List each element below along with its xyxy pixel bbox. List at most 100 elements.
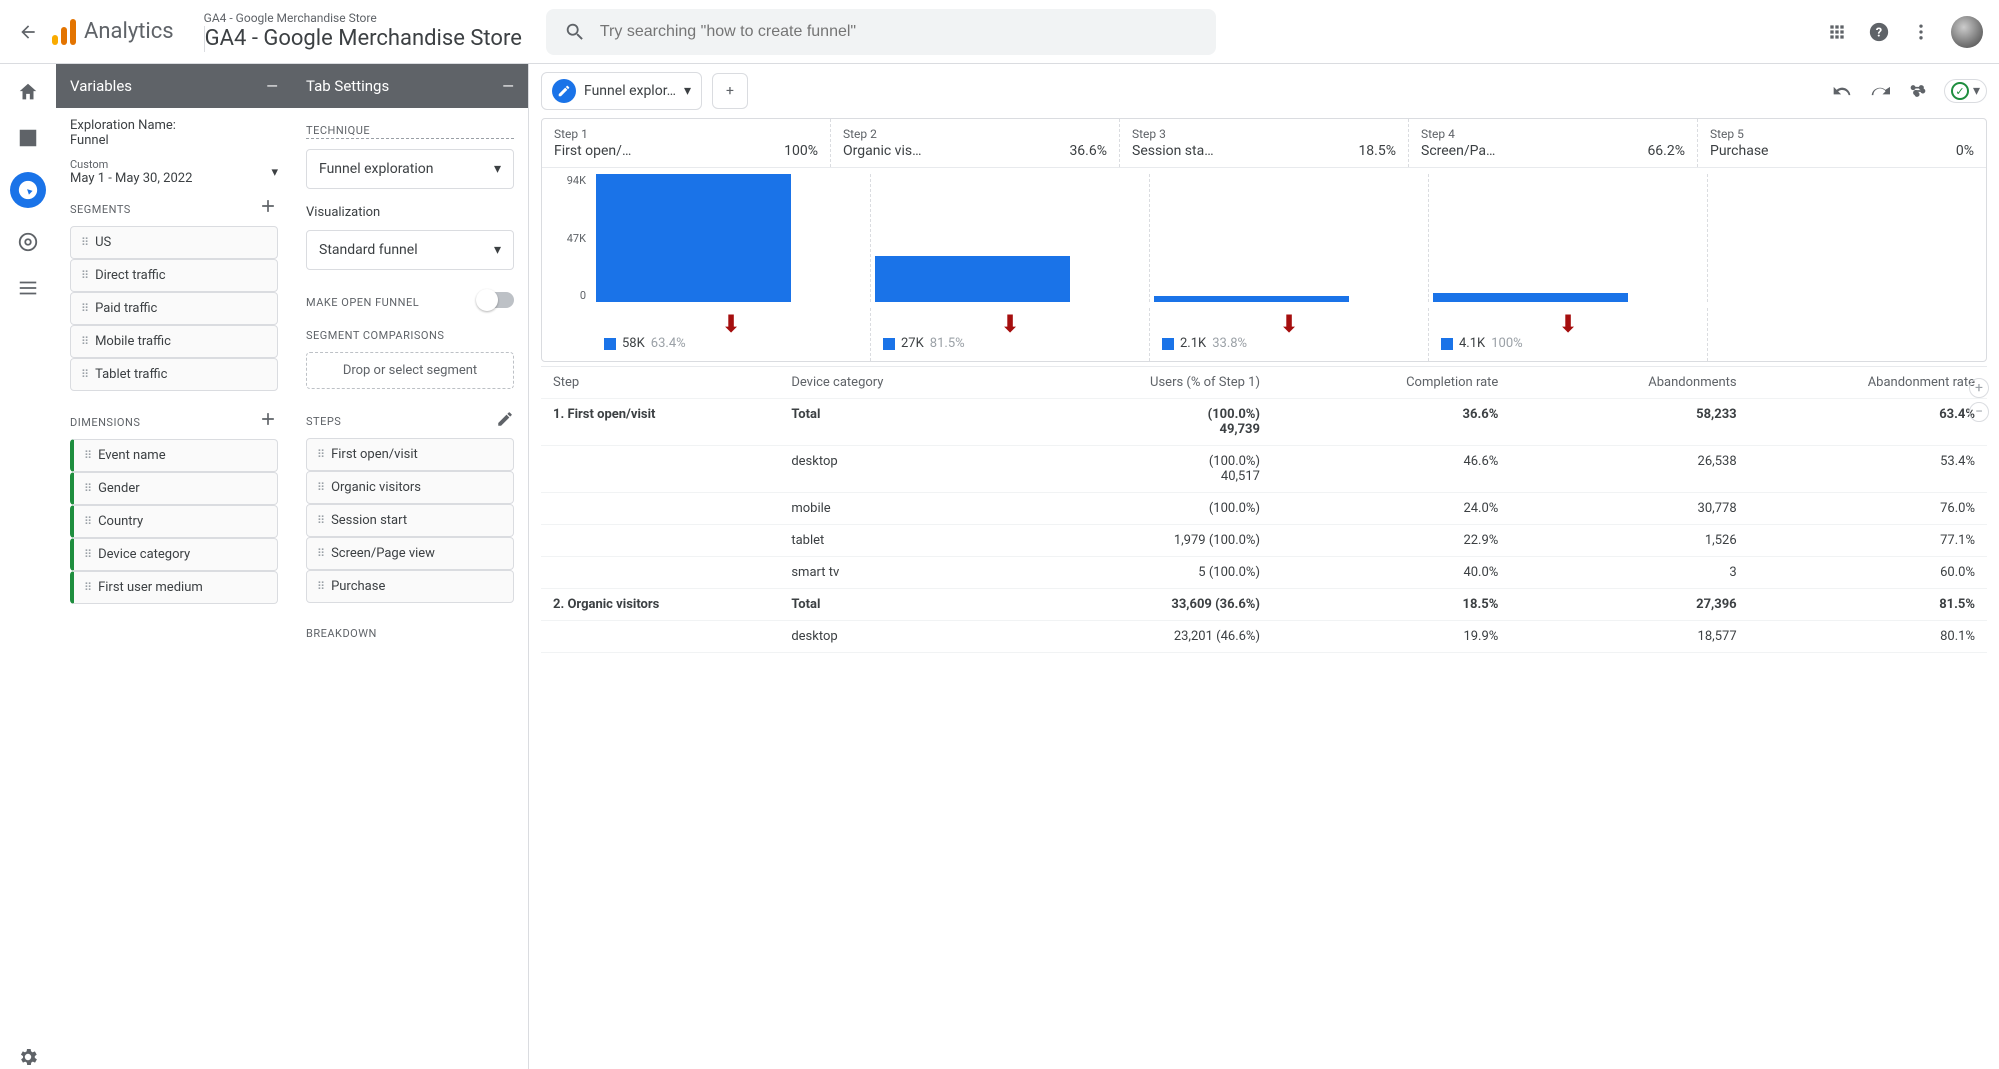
grip-icon: ⠿ — [317, 514, 323, 527]
dimension-chip[interactable]: ⠿Gender — [70, 472, 278, 505]
step-chip[interactable]: ⠿Organic visitors — [306, 471, 514, 504]
step-number: Step 2 — [843, 127, 1107, 141]
more-vert-icon[interactable] — [1909, 20, 1933, 44]
date-range-picker[interactable]: Custom May 1 - May 30, 2022 ▾ — [70, 158, 278, 186]
share-icon[interactable] — [1906, 79, 1930, 103]
grip-icon: ⠿ — [84, 548, 90, 561]
segment-dropzone[interactable]: Drop or select segment — [306, 352, 514, 389]
tab-settings-title: Tab Settings — [306, 77, 389, 95]
status-pill[interactable]: ✓ ▾ — [1944, 79, 1987, 103]
funnel-drop-cell: ⬇ 27K81.5% — [870, 308, 1149, 361]
funnel-drop-cell — [1707, 308, 1986, 361]
step-chip[interactable]: ⠿First open/visit — [306, 438, 514, 471]
cell-completion: 22.9% — [1268, 533, 1498, 548]
series-color-icon — [1162, 338, 1174, 350]
visualization-select[interactable]: Standard funnel ▾ — [306, 230, 514, 270]
cell-users: 23,201 (46.6%) — [1030, 629, 1260, 644]
cell-step: 2. Organic visitors — [553, 597, 783, 612]
property-switcher[interactable]: GA4 - Google Merchandise Store GA4 - Goo… — [204, 11, 522, 52]
nav-advertising-icon[interactable] — [16, 230, 40, 254]
step-percent: 66.2% — [1647, 143, 1685, 159]
zoom-in-icon[interactable]: + — [1969, 378, 1989, 398]
cell-completion: 24.0% — [1268, 501, 1498, 516]
zoom-out-icon[interactable]: − — [1969, 402, 1989, 422]
analytics-logo[interactable]: Analytics — [52, 19, 174, 45]
search-bar[interactable] — [546, 9, 1216, 55]
step-name: Organic vis… — [843, 143, 921, 159]
grip-icon: ⠿ — [81, 302, 87, 315]
nav-home-icon[interactable] — [16, 80, 40, 104]
open-funnel-toggle[interactable] — [478, 292, 514, 308]
nav-configure-icon[interactable] — [16, 276, 40, 300]
technique-select[interactable]: Funnel exploration ▾ — [306, 149, 514, 189]
tab-dropdown-icon[interactable]: ▾ — [684, 83, 691, 99]
collapse-icon[interactable]: — — [266, 77, 278, 95]
dimension-chip[interactable]: ⠿Country — [70, 505, 278, 538]
segment-chip[interactable]: ⠿Direct traffic — [70, 259, 278, 292]
funnel-step-header: Step 2 Organic vis…36.6% — [830, 119, 1119, 167]
segment-chip[interactable]: ⠿Tablet traffic — [70, 358, 278, 391]
cell-step — [553, 565, 783, 580]
canvas-main: Funnel explor… ▾ + ✓ ▾ Step 1 First open… — [528, 64, 1999, 1069]
undo-icon[interactable] — [1830, 79, 1854, 103]
segment-chip[interactable]: ⠿Mobile traffic — [70, 325, 278, 358]
nav-admin-gear-icon[interactable] — [16, 1045, 40, 1069]
segment-label: Tablet traffic — [95, 367, 167, 382]
exploration-name-label: Exploration Name: — [70, 118, 278, 133]
cell-abandonments: 26,538 — [1506, 454, 1736, 484]
grip-icon: ⠿ — [317, 481, 323, 494]
segment-chip[interactable]: ⠿US — [70, 226, 278, 259]
step-chip[interactable]: ⠿Session start — [306, 504, 514, 537]
step-number: Step 5 — [1710, 127, 1974, 141]
step-number: Step 4 — [1421, 127, 1685, 141]
drop-value: 58K — [622, 336, 645, 351]
step-label: Purchase — [331, 579, 385, 594]
step-percent: 100% — [784, 143, 818, 159]
grip-icon: ⠿ — [84, 581, 90, 594]
drop-arrow-icon: ⬇ — [1441, 312, 1695, 336]
tab-funnel-exploration[interactable]: Funnel explor… ▾ — [541, 72, 702, 110]
add-tab-button[interactable]: + — [712, 73, 748, 109]
segment-comparisons-label: SEGMENT COMPARISONS — [306, 329, 514, 342]
step-name: Purchase — [1710, 143, 1768, 159]
nav-explore-icon[interactable] — [10, 172, 46, 208]
dimension-chip[interactable]: ⠿Device category — [70, 538, 278, 571]
cell-users: (100.0%) — [1030, 501, 1260, 516]
add-segment-icon[interactable] — [258, 196, 278, 216]
dimension-label: Gender — [98, 481, 140, 496]
help-icon[interactable]: ? — [1867, 20, 1891, 44]
drop-arrow-icon: ⬇ — [604, 312, 858, 336]
table-header: Completion rate — [1268, 375, 1498, 390]
nav-reports-icon[interactable] — [16, 126, 40, 150]
edit-steps-icon[interactable] — [496, 410, 514, 428]
funnel-drop-cell: ⬇ 4.1K100% — [1428, 308, 1707, 361]
table-header: Abandonment rate — [1745, 375, 1975, 390]
steps-label: STEPS — [306, 415, 341, 428]
dropdown-arrow-icon: ▾ — [494, 242, 501, 258]
step-name: First open/… — [554, 143, 631, 159]
dimension-chip[interactable]: ⠿ First user medium — [70, 571, 278, 604]
redo-icon[interactable] — [1868, 79, 1892, 103]
yaxis-tick: 0 — [542, 289, 586, 302]
step-label: First open/visit — [331, 447, 418, 462]
dimension-chip[interactable]: ⠿Event name — [70, 439, 278, 472]
search-input[interactable] — [600, 23, 1198, 41]
collapse-icon[interactable]: — — [502, 77, 514, 95]
step-chip[interactable]: ⠿Purchase — [306, 570, 514, 603]
cell-abandon-rate: 76.0% — [1745, 501, 1975, 516]
dropdown-arrow-icon: ▾ — [1973, 83, 1980, 99]
step-chip[interactable]: ⠿Screen/Page view — [306, 537, 514, 570]
back-arrow-icon[interactable] — [16, 20, 40, 44]
segment-chip[interactable]: ⠿Paid traffic — [70, 292, 278, 325]
funnel-bar-col — [1707, 174, 1986, 302]
cell-abandon-rate: 77.1% — [1745, 533, 1975, 548]
segment-label: Mobile traffic — [95, 334, 171, 349]
user-avatar[interactable] — [1951, 16, 1983, 48]
table-row: mobile (100.0%) 24.0% 30,778 76.0% — [541, 493, 1987, 525]
add-dimension-icon[interactable] — [258, 409, 278, 429]
grip-icon: ⠿ — [84, 449, 90, 462]
date-range-value: May 1 - May 30, 2022 — [70, 171, 192, 186]
drop-percent: 63.4% — [651, 336, 686, 351]
dimension-label: First user medium — [98, 580, 203, 595]
apps-icon[interactable] — [1825, 20, 1849, 44]
